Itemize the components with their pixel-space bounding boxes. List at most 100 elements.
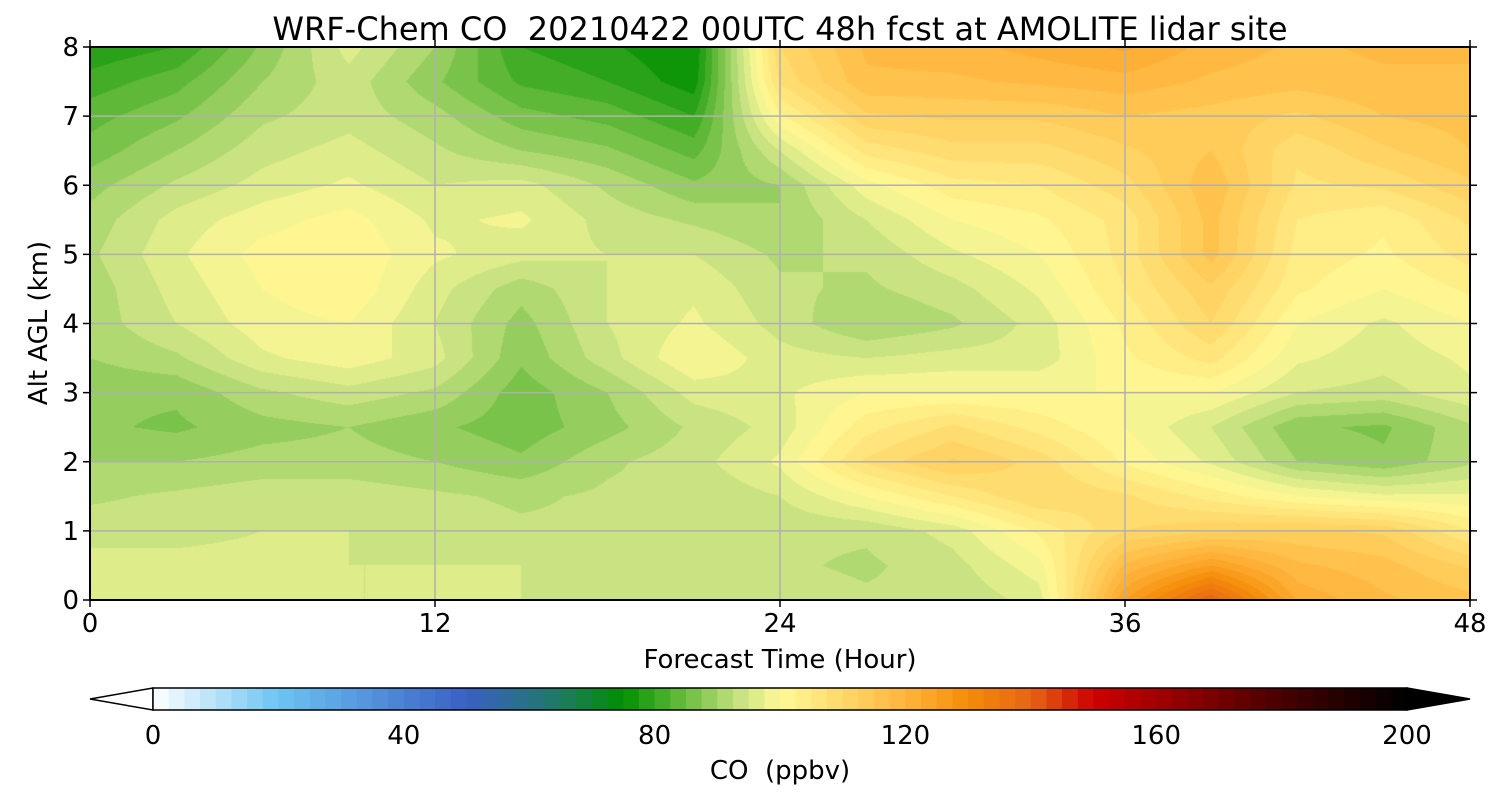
colorbar-level bbox=[529, 688, 546, 710]
y-tick-label: 6 bbox=[62, 171, 79, 201]
colorbar-level bbox=[184, 688, 201, 710]
colorbar-level bbox=[1375, 688, 1392, 710]
colorbar-tick-label: 200 bbox=[1382, 721, 1432, 751]
colorbar-tick-label: 40 bbox=[387, 721, 420, 751]
colorbar-tick-label: 80 bbox=[638, 721, 671, 751]
colorbar-level bbox=[435, 688, 452, 710]
colorbar-level bbox=[968, 688, 985, 710]
colorbar-level bbox=[1391, 688, 1408, 710]
colorbar-level bbox=[200, 688, 217, 710]
x-axis-label: Forecast Time (Hour) bbox=[643, 645, 916, 675]
colorbar-level bbox=[1297, 688, 1314, 710]
y-tick-label: 1 bbox=[62, 517, 79, 547]
colorbar-level bbox=[591, 688, 609, 710]
x-tick-label: 24 bbox=[763, 609, 796, 639]
colorbar-level bbox=[356, 688, 374, 710]
colorbar-level bbox=[1281, 688, 1298, 710]
x-tick-label: 12 bbox=[418, 609, 451, 639]
colorbar-high-extension bbox=[1406, 687, 1471, 711]
colorbar-level bbox=[780, 688, 797, 710]
colorbar-level bbox=[1109, 688, 1126, 710]
x-tick-label: 0 bbox=[82, 609, 99, 639]
colorbar-level bbox=[294, 688, 311, 710]
colorbar-level bbox=[497, 688, 515, 710]
y-tick-label: 3 bbox=[62, 379, 79, 409]
colorbar-level bbox=[309, 688, 327, 710]
colorbar-level bbox=[1344, 688, 1361, 710]
colorbar-level bbox=[1046, 688, 1063, 710]
colorbar-frame bbox=[152, 687, 1408, 711]
colorbar-level bbox=[701, 688, 718, 710]
colorbar-level bbox=[466, 688, 483, 710]
colorbar-level bbox=[560, 688, 577, 710]
colorbar-level bbox=[1077, 688, 1095, 710]
colorbar-level bbox=[325, 688, 342, 710]
colorbar-level bbox=[153, 688, 170, 710]
y-tick-label: 2 bbox=[62, 448, 79, 478]
colorbar-level bbox=[1093, 688, 1110, 710]
colorbar-level bbox=[905, 688, 922, 710]
colorbar-level bbox=[685, 688, 703, 710]
colorbar-level bbox=[1203, 688, 1220, 710]
colorbar-level bbox=[936, 688, 954, 710]
x-axis: 0 12 24 36 48 bbox=[82, 40, 1487, 639]
colorbar-level bbox=[748, 688, 765, 710]
colorbar-level bbox=[889, 688, 906, 710]
colorbar-level bbox=[1250, 688, 1267, 710]
y-tick-label: 8 bbox=[62, 33, 79, 63]
colorbar-level bbox=[450, 688, 468, 710]
y-axis-label: Alt AGL (km) bbox=[24, 241, 54, 405]
colorbar-level bbox=[842, 688, 859, 710]
colorbar-level bbox=[1156, 688, 1173, 710]
colorbar-level bbox=[1187, 688, 1204, 710]
colorbar-level bbox=[874, 688, 891, 710]
colorbar-level bbox=[1359, 688, 1377, 710]
colorbar-level bbox=[341, 688, 358, 710]
colorbar-level bbox=[388, 688, 405, 710]
colorbar-label: CO (ppbv) bbox=[710, 756, 850, 786]
chart-title: WRF-Chem CO 20210422 00UTC 48h fcst at A… bbox=[272, 10, 1287, 48]
colorbar-level bbox=[1062, 688, 1079, 710]
colorbar-level bbox=[215, 688, 232, 710]
colorbar-level bbox=[1124, 688, 1142, 710]
colorbar-tick-label: 160 bbox=[1131, 721, 1181, 751]
colorbar-level bbox=[1328, 688, 1345, 710]
y-tick-label: 0 bbox=[62, 586, 79, 616]
colorbar-level bbox=[670, 688, 687, 710]
colorbar-level bbox=[623, 688, 640, 710]
colorbar-level bbox=[1015, 688, 1032, 710]
colorbar-tick-label: 0 bbox=[145, 721, 162, 751]
y-tick-label: 4 bbox=[62, 310, 79, 340]
colorbar-level bbox=[482, 688, 499, 710]
y-axis: 0 1 2 3 4 5 6 7 8 bbox=[62, 33, 1477, 616]
colorbar-level bbox=[764, 688, 781, 710]
colorbar-level bbox=[983, 688, 1001, 710]
colorbar-level bbox=[372, 688, 389, 710]
colorbar-level bbox=[607, 688, 624, 710]
plot-area bbox=[89, 46, 1471, 601]
colorbar-level bbox=[403, 688, 421, 710]
y-tick-label: 5 bbox=[62, 240, 79, 270]
colorbar-ticks: 0 40 80 120 160 200 bbox=[145, 721, 1432, 751]
colorbar-level bbox=[1218, 688, 1236, 710]
colorbar-level bbox=[513, 688, 530, 710]
colorbar-color-levels bbox=[153, 688, 1408, 710]
colorbar-level bbox=[278, 688, 295, 710]
colorbar-level bbox=[999, 688, 1016, 710]
colorbar-tick-label: 120 bbox=[881, 721, 931, 751]
colorbar-level bbox=[921, 688, 938, 710]
colorbar-level bbox=[1140, 688, 1157, 710]
colorbar: 0 40 80 120 160 200 CO (ppbv) bbox=[89, 687, 1471, 786]
colorbar-level bbox=[1265, 688, 1283, 710]
colorbar-level bbox=[1312, 688, 1330, 710]
colorbar-level bbox=[419, 688, 436, 710]
colorbar-level bbox=[717, 688, 734, 710]
colorbar-level bbox=[952, 688, 969, 710]
colorbar-low-extension bbox=[89, 687, 154, 711]
colorbar-level bbox=[638, 688, 656, 710]
colorbar-level bbox=[1030, 688, 1048, 710]
colorbar-level bbox=[1171, 688, 1189, 710]
colorbar-level bbox=[576, 688, 593, 710]
x-tick-label: 36 bbox=[1108, 609, 1141, 639]
